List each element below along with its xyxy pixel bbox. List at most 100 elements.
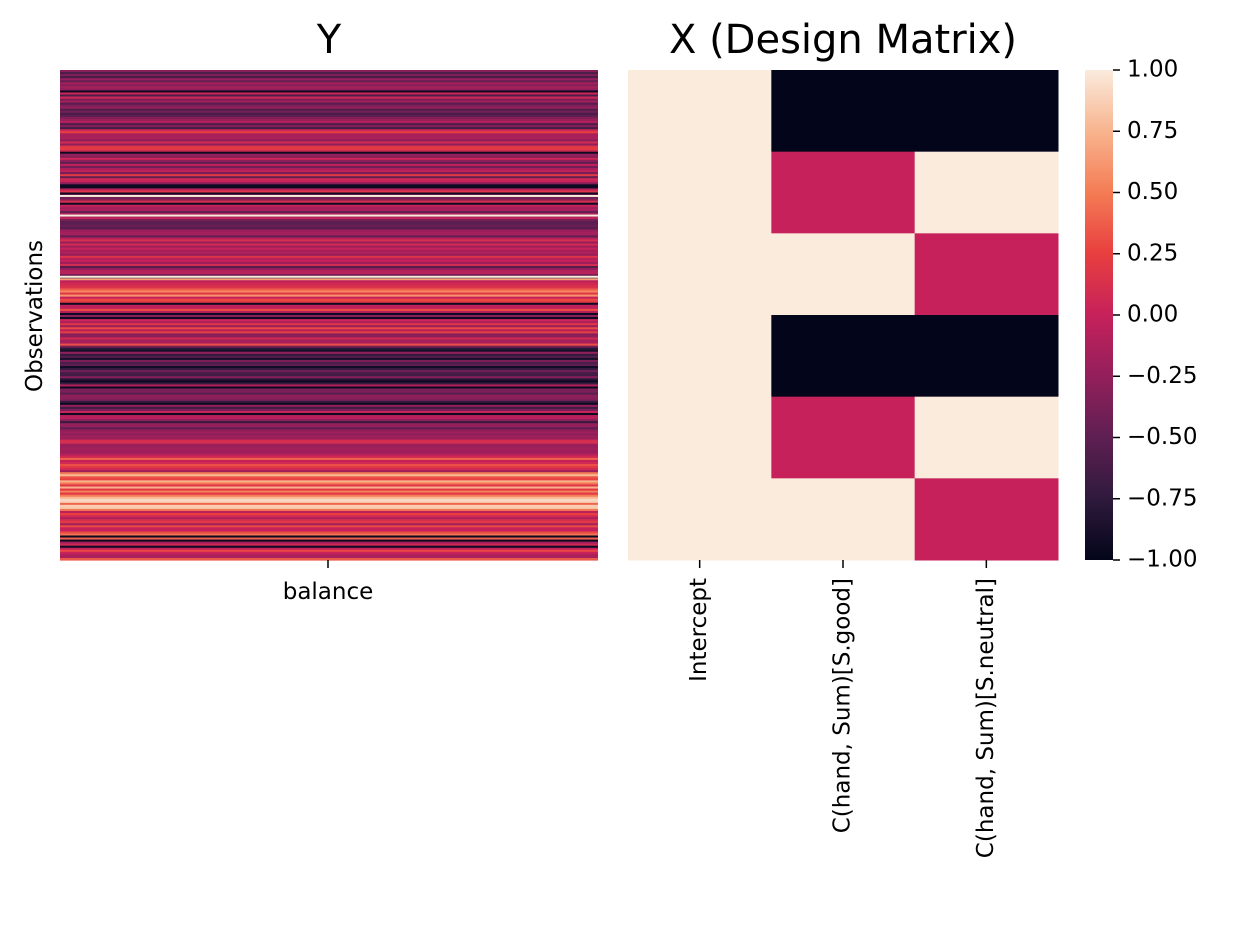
y-stripe: [60, 413, 598, 416]
y-stripe: [60, 553, 598, 557]
y-stripe: [60, 331, 598, 334]
y-stripe: [60, 466, 598, 469]
y-stripe: [60, 506, 598, 510]
y-stripe: [60, 70, 598, 73]
x-cell: [771, 151, 916, 234]
y-stripe: [60, 449, 598, 453]
y-stripe: [60, 161, 598, 165]
y-stripe: [60, 480, 598, 484]
y-stripe: [60, 106, 598, 110]
y-stripe: [60, 221, 598, 224]
x-heatmap-cells: [628, 70, 1059, 561]
y-stripe: [60, 433, 598, 437]
y-stripe: [60, 190, 598, 194]
y-stripe: [60, 86, 598, 89]
y-stripe: [60, 251, 598, 255]
y-stripe: [60, 364, 598, 367]
y-stripe: [60, 349, 598, 353]
y-stripe: [60, 104, 598, 108]
y-stripe: [60, 282, 598, 285]
y-stripe: [60, 325, 598, 328]
y-stripe: [60, 472, 598, 475]
y-stripe: [60, 368, 598, 371]
y-stripe: [60, 361, 598, 365]
y-stripe: [60, 435, 598, 439]
x-cell: [628, 70, 772, 153]
y-stripe: [60, 208, 598, 212]
y-stripe: [60, 555, 598, 559]
y-stripe: [60, 259, 598, 263]
y-stripe: [60, 319, 598, 322]
y-stripe: [60, 329, 598, 332]
y-stripe: [60, 112, 598, 116]
y-stripe: [60, 500, 598, 504]
y-stripe: [60, 294, 598, 298]
y-stripe: [60, 392, 598, 396]
y-stripe: [60, 202, 598, 206]
colorbar-tick-label: 0.75: [1127, 118, 1178, 144]
y-stripe: [60, 488, 598, 492]
y-stripe: [60, 74, 598, 77]
y-stripe: [60, 266, 598, 269]
y-stripe: [60, 308, 598, 312]
y-stripe: [60, 217, 598, 220]
y-stripe: [60, 133, 598, 136]
y-stripe: [60, 151, 598, 155]
y-stripe: [60, 290, 598, 294]
y-stripe: [60, 196, 598, 200]
y-stripe: [60, 127, 598, 130]
y-stripe: [60, 366, 598, 369]
y-stripe: [60, 125, 598, 128]
y-stripe: [60, 268, 598, 271]
y-stripe: [60, 149, 598, 153]
x-chart-title: X (Design Matrix): [669, 17, 1017, 63]
y-stripe: [60, 400, 598, 404]
y-stripe: [60, 511, 598, 514]
y-stripe: [60, 157, 598, 161]
y-stripe: [60, 447, 598, 451]
y-stripe: [60, 298, 598, 302]
y-stripe: [60, 464, 598, 467]
y-panel: Y balance Observations: [22, 17, 598, 605]
y-stripe: [60, 92, 598, 96]
y-stripe: [60, 257, 598, 261]
x-cell: [914, 151, 1059, 234]
y-stripe: [60, 347, 598, 351]
y-x-tick-label: balance: [283, 579, 374, 605]
y-stripe: [60, 445, 598, 449]
y-stripe: [60, 129, 598, 132]
y-stripe: [60, 90, 598, 94]
y-stripe: [60, 176, 598, 179]
y-stripe: [60, 182, 598, 185]
colorbar-gradient: [1085, 70, 1113, 560]
y-stripe: [60, 315, 598, 318]
y-stripe: [60, 423, 598, 426]
colorbar: 1.00 0.75 0.50 0.25 0.00 −0.25 −0.50 −0.75 −1.00: [1085, 57, 1197, 573]
x-cell: [771, 233, 916, 316]
y-stripe: [60, 476, 598, 479]
y-stripe: [60, 478, 598, 481]
y-stripe: [60, 543, 598, 547]
y-stripe: [60, 137, 598, 141]
colorbar-tick-label: −0.25: [1127, 363, 1197, 389]
y-stripe: [60, 388, 598, 392]
y-stripe: [60, 159, 598, 163]
y-stripe: [60, 306, 598, 310]
y-stripe: [60, 141, 598, 145]
y-stripe: [60, 323, 598, 326]
y-stripe: [60, 545, 598, 549]
y-stripe: [60, 521, 598, 524]
y-stripe: [60, 439, 598, 443]
y-stripe: [60, 131, 598, 134]
colorbar-tick-label: 0.25: [1127, 240, 1178, 266]
y-stripe: [60, 255, 598, 259]
y-stripe: [60, 76, 598, 79]
y-stripe: [60, 327, 598, 330]
y-stripe: [60, 155, 598, 159]
y-stripe: [60, 286, 598, 290]
x-cell: [628, 233, 772, 316]
y-stripe: [60, 145, 598, 149]
y-stripe: [60, 108, 598, 112]
y-stripe: [60, 482, 598, 486]
y-stripe: [60, 178, 598, 181]
